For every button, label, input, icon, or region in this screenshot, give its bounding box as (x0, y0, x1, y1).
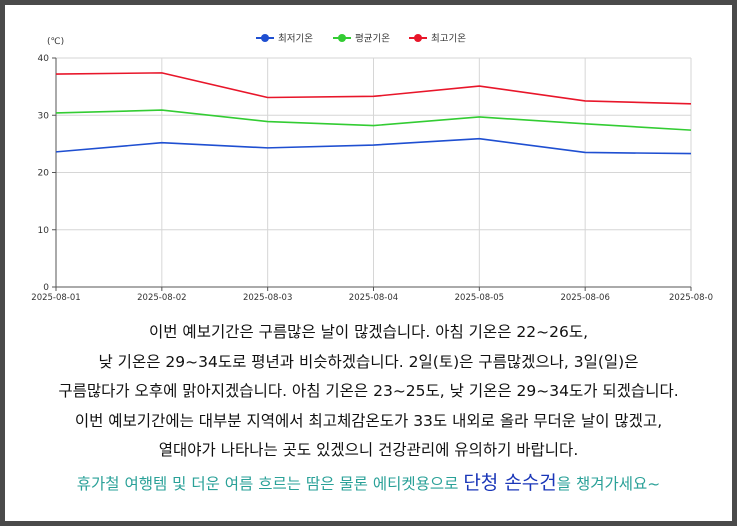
x-tick-label: 2025-08-02 (137, 293, 186, 303)
y-tick-label: 30 (38, 111, 50, 121)
legend-swatch-marker (414, 34, 422, 42)
legend-label: 평균기온 (355, 34, 390, 45)
x-tick-label: 2025-08-05 (455, 293, 504, 303)
closing-text-post: 을 챙겨가세요~ (556, 474, 661, 493)
x-tick-label: 2025-08-0 (669, 293, 713, 303)
legend-swatch-marker (261, 34, 269, 42)
grid-layer (55, 57, 692, 288)
y-tick-label: 10 (38, 226, 50, 236)
notice-line: 이번 예보기간에는 대부분 지역에서 최고체감온도가 33도 내외로 올라 무더… (74, 411, 663, 430)
notice-line: 구름많다가 오후에 맑아지겠습니다. 아침 기온은 23~25도, 낮 기온은 … (58, 382, 679, 400)
series-layer (55, 72, 692, 155)
series-line (55, 72, 692, 105)
series-line (55, 109, 692, 131)
legend-swatch-marker (338, 34, 346, 42)
closing-text-pre: 휴가철 여행템 및 더운 여름 흐르는 땀은 물론 에티켓용으로 (76, 474, 464, 493)
notice-line: 열대야가 나타나는 곳도 있겠으니 건강관리에 유의하기 바랍니다. (158, 441, 579, 459)
x-tick-label: 2025-08-03 (243, 293, 292, 303)
brand-name: 단청 손수건 (463, 471, 557, 494)
y-tick-label: 40 (38, 54, 50, 64)
y-axis-unit-label: (℃) (47, 37, 64, 47)
legend: 최저기온 평균기온 최고기온 (256, 34, 466, 45)
notice-line: 이번 예보기간은 구름많은 날이 많겠습니다. 아침 기온은 22~26도, (148, 323, 589, 341)
legend-label: 최저기온 (278, 34, 313, 45)
x-tick-label: 2025-08-06 (560, 293, 609, 303)
y-tick-label: 20 (38, 169, 50, 179)
closing-message: 휴가철 여행템 및 더운 여름 흐르는 땀은 물론 에티켓용으로 단청 손수건을… (10, 468, 727, 499)
notice-line: 낮 기온은 29~34도로 평년과 비슷하겠습니다. 2일(토)은 구름많겠으나… (98, 352, 639, 371)
axis-layer: 0 10 20 30 40 2025-08-01 2025-08-02 2025-08-03 2… (31, 54, 713, 303)
forecast-notice: 이번 예보기간은 구름많은 날이 많겠습니다. 아침 기온은 22~26도, 낮… (10, 318, 727, 499)
x-tick-label: 2025-08-04 (349, 293, 398, 303)
series-line (55, 137, 692, 155)
x-tick-label: 2025-08-01 (31, 293, 80, 303)
line-chart: 0 10 20 30 40 2025-08-01 2025-08-02 2025-08-03 2… (31, 34, 713, 304)
y-tick-label: 0 (43, 283, 49, 293)
legend-label: 최고기온 (431, 34, 466, 45)
